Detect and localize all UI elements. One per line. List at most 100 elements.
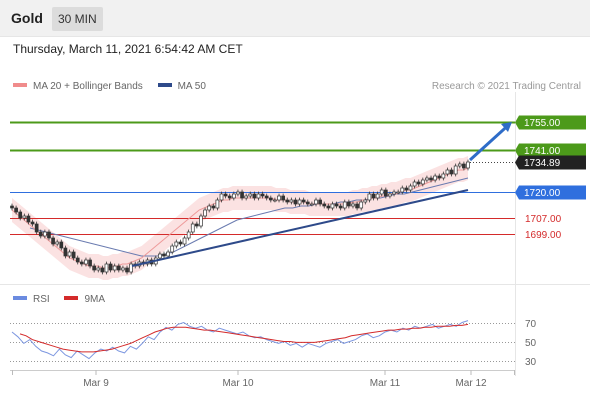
candle (301, 197, 306, 205)
candle (334, 201, 339, 209)
forecast-arrow-head (501, 122, 512, 132)
ma50-label: MA 50 (177, 81, 206, 92)
candle-body-down (88, 259, 92, 267)
candle (215, 197, 220, 211)
candle-body-down (195, 223, 199, 227)
candle (273, 197, 277, 203)
candle-body-up (367, 193, 372, 201)
candle (420, 177, 425, 187)
candle (462, 161, 466, 171)
candle (318, 197, 322, 207)
candle-body-down (301, 199, 306, 203)
ma20-label: MA 20 + Bollinger Bands (33, 81, 143, 92)
candle (30, 219, 35, 227)
candle (457, 161, 462, 169)
candle (466, 159, 470, 171)
candle-body-up (466, 161, 470, 169)
candle-body-down (462, 163, 466, 169)
candle (219, 191, 224, 203)
candle-body-down (100, 267, 105, 273)
candle-body-up (96, 267, 101, 271)
candle (433, 173, 437, 183)
candle (34, 221, 39, 235)
9ma-swatch (64, 296, 79, 301)
candle-body-down (371, 193, 376, 199)
candle (408, 183, 413, 193)
candle (375, 191, 380, 201)
candle-body-down (162, 253, 166, 257)
candle-body-up (273, 199, 277, 202)
candle (437, 173, 442, 181)
candle-body-up (445, 169, 450, 175)
candle-body-down (79, 261, 84, 265)
candle-body-up (420, 179, 425, 185)
candle (244, 193, 249, 201)
candle-body-down (14, 207, 18, 213)
candle-body-up (248, 193, 253, 197)
candle-body-down (63, 247, 68, 257)
candle-body-up (342, 201, 347, 209)
candle-body-up (297, 199, 302, 205)
candle-body-down (355, 203, 359, 209)
time-tick-label: Mar 12 (455, 378, 487, 389)
candle (322, 201, 327, 209)
price-label-1720-00: 1720.00 (515, 185, 586, 200)
candle-body-down (223, 193, 228, 197)
candle-body-up (207, 205, 212, 211)
candle (310, 201, 314, 207)
candle-body-up (22, 215, 27, 219)
candle (351, 201, 355, 209)
candle (162, 251, 166, 259)
candle-body-up (310, 203, 314, 206)
candle (63, 245, 68, 259)
timeframe-button[interactable]: 30 MIN (52, 7, 103, 31)
candle-body-up (203, 209, 207, 217)
candle-body-up (215, 199, 220, 209)
price-label-1707-00: 1707.00 (525, 214, 562, 225)
candle-body-up (84, 259, 88, 265)
candle-body-down (108, 263, 113, 271)
candle-body-down (38, 231, 43, 237)
price-label-1699-00: 1699.00 (525, 230, 562, 241)
candle-body-down (26, 215, 31, 223)
candle (174, 239, 179, 249)
candle-body-down (178, 241, 183, 245)
candle (96, 265, 101, 273)
candle-body-up (433, 175, 437, 181)
candle (55, 239, 60, 247)
candle-body-down (318, 199, 322, 205)
candle (347, 199, 351, 209)
candle (293, 197, 298, 207)
candle-body-down (30, 221, 35, 225)
candle-body-up (190, 223, 195, 233)
candle-body-down (449, 169, 454, 175)
candle-body-down (437, 175, 442, 179)
candle (412, 179, 417, 189)
candle-body-down (281, 195, 285, 201)
candle (289, 197, 294, 205)
ma20-line (11, 167, 469, 269)
candle (10, 203, 14, 211)
candle-body-down (293, 199, 298, 205)
candle-body-up (112, 265, 117, 271)
price-label-box (515, 155, 586, 170)
header-bar: Gold 30 MIN (0, 0, 590, 36)
candle (453, 163, 458, 177)
candle (92, 263, 97, 273)
candle (297, 197, 302, 207)
candle (240, 189, 244, 201)
candle-body-down (285, 199, 290, 203)
candle (256, 191, 261, 201)
ma20-swatch (13, 83, 27, 88)
9ma-label: 9MA (84, 294, 106, 305)
candle-body-up (67, 251, 72, 257)
candle (199, 213, 203, 229)
candle-body-down (416, 181, 421, 185)
rsi-level-label-50: 50 (525, 338, 537, 349)
candle-body-down (125, 267, 129, 273)
candle (129, 261, 133, 275)
price-label-1741-00: 1741.00 (515, 143, 586, 158)
price-label-1734-89: 1734.89 (515, 155, 586, 170)
candle-body-down (47, 231, 51, 239)
price-label-text: 1734.89 (524, 158, 561, 169)
